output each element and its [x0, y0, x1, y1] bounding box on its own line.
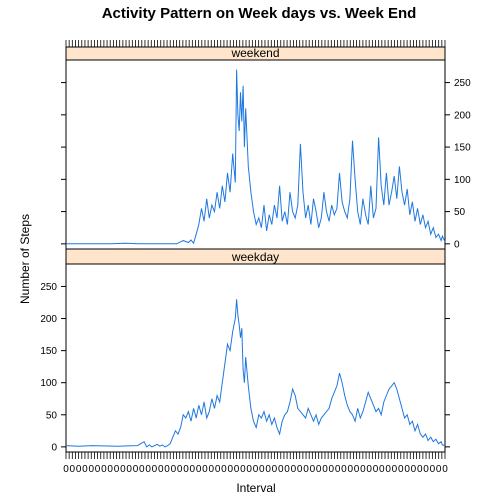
x-tick-label: 0 [373, 464, 379, 475]
x-tick-label: 0 [139, 464, 145, 475]
x-tick-label: 0 [240, 464, 246, 475]
x-tick-label: 0 [442, 464, 448, 475]
y-tick-label: 150 [454, 143, 471, 154]
x-tick-label: 0 [114, 464, 120, 475]
x-tick-label: 0 [246, 464, 252, 475]
x-tick-label: 0 [101, 464, 107, 475]
x-tick-label: 0 [227, 464, 233, 475]
x-tick-label: 0 [423, 464, 429, 475]
x-tick-label: 0 [171, 464, 177, 475]
x-tick-label: 0 [303, 464, 309, 475]
x-tick-label: 0 [253, 464, 259, 475]
x-tick-label: 0 [215, 464, 221, 475]
x-tick-label: 0 [202, 464, 208, 475]
x-tick-label: 0 [107, 464, 113, 475]
x-axis-label: Interval [236, 481, 275, 495]
x-tick-label: 0 [63, 464, 69, 475]
x-tick-label: 0 [183, 464, 189, 475]
x-tick-label: 0 [404, 464, 410, 475]
series-line-weekend [66, 69, 446, 245]
x-tick-label: 0 [88, 464, 94, 475]
panel-weekend: weekend 0 50 100 150 200 250 [61, 46, 471, 250]
x-tick-label: 0 [347, 464, 353, 475]
x-tick-label: 0 [259, 464, 265, 475]
x-tick-label: 0 [297, 464, 303, 475]
x-tick-label: 0 [360, 464, 366, 475]
x-tick-label: 0 [341, 464, 347, 475]
y-tick-label: 100 [454, 175, 471, 186]
x-tick-label: 0 [436, 464, 442, 475]
y-tick-label: 200 [454, 110, 471, 121]
x-tick-label: 0 [126, 464, 132, 475]
y-tick-label: 200 [40, 314, 57, 325]
x-tick-label: 0 [196, 464, 202, 475]
x-tick-label: 0 [133, 464, 139, 475]
x-tick-label: 0 [70, 464, 76, 475]
panel-frame-weekday [65, 263, 446, 453]
y-tick-label: 50 [46, 410, 58, 421]
x-tick-label: 0 [272, 464, 278, 475]
top-axis-hatch [65, 40, 446, 47]
x-tick-label: 0 [164, 464, 170, 475]
x-tick-label: 0 [322, 464, 328, 475]
x-tick-label: 0 [234, 464, 240, 475]
x-tick-label: 0 [411, 464, 417, 475]
x-tick-label: 0 [335, 464, 341, 475]
y-axis-label: Number of Steps [18, 214, 32, 304]
x-tick-label: 0 [152, 464, 158, 475]
strip-label-weekend: weekend [230, 46, 279, 60]
y-tick-label: 250 [454, 78, 471, 89]
x-tick-label: 0 [291, 464, 297, 475]
x-tick-label: 0 [379, 464, 385, 475]
x-tick-label: 0 [284, 464, 290, 475]
strip-label-weekday: weekday [231, 250, 279, 264]
y-tick-label: 50 [454, 207, 466, 218]
x-tick-label: 0 [177, 464, 183, 475]
x-tick-label: 0 [366, 464, 372, 475]
x-tick-label: 0 [316, 464, 322, 475]
x-tick-label: 0 [278, 464, 284, 475]
series-line-weekday [65, 299, 446, 448]
y-tick-label: 0 [454, 239, 460, 250]
x-tick-label: 0 [76, 464, 82, 475]
x-tick-label: 0 [120, 464, 126, 475]
x-tick-label: 0 [385, 464, 391, 475]
x-tick-label: 0 [82, 464, 88, 475]
panel-weekday: weekday 0 50 100 150 200 250 [40, 248, 450, 453]
x-tick-label: 0 [209, 464, 215, 475]
chart-title: Activity Pattern on Week days vs. Week E… [102, 5, 417, 22]
x-tick-label: 0 [265, 464, 271, 475]
x-tick-label: 0 [221, 464, 227, 475]
x-tick-label: 0 [310, 464, 316, 475]
x-tick-label: 0 [392, 464, 398, 475]
x-tick-label: 0 [430, 464, 436, 475]
x-tick-label: 0 [354, 464, 360, 475]
x-tick-label: 0 [95, 464, 101, 475]
x-tick-label: 0 [398, 464, 404, 475]
y-tick-label: 100 [40, 378, 57, 389]
x-tick-label: 0 [145, 464, 151, 475]
x-tick-label: 0 [329, 464, 335, 475]
y-tick-label: 0 [51, 442, 57, 453]
y-tick-label: 250 [40, 282, 57, 293]
x-tick-label: 0 [417, 464, 423, 475]
x-tick-label: 0 [158, 464, 164, 475]
x-tick-label: 0 [190, 464, 196, 475]
y-tick-label: 150 [40, 346, 57, 357]
